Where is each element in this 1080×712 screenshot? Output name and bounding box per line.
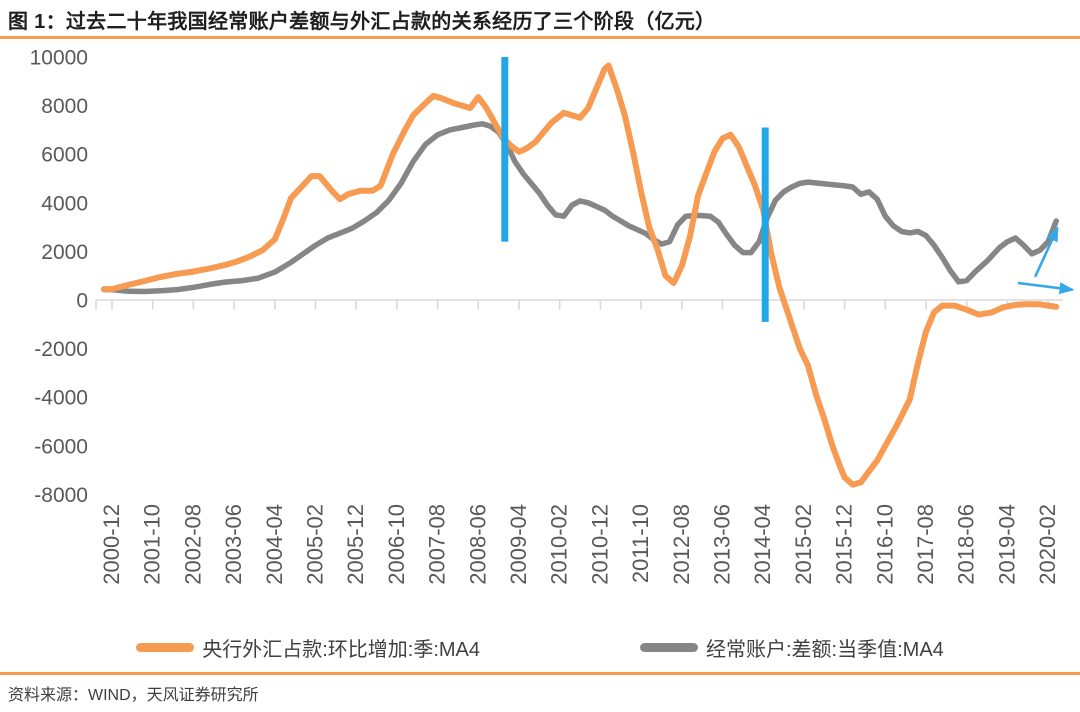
- x-tick-label: 2001-10: [140, 504, 165, 585]
- x-tick-label: 2011-10: [628, 504, 653, 583]
- x-tick-label: 2002-08: [180, 504, 205, 585]
- x-tick-label: 2003-06: [221, 504, 246, 585]
- x-tick-label: 2008-06: [465, 504, 490, 585]
- x-tick-label: 2006-10: [384, 504, 409, 585]
- x-tick-label: 2015-12: [832, 504, 857, 585]
- series-line-pboc-fx: [100, 62, 1060, 488]
- x-tick-label: 2017-08: [913, 504, 938, 585]
- chart-legend: 央行外汇占款:环比增加:季:MA4 经常账户:差额:当季值:MA4: [0, 631, 1080, 663]
- legend-label-pboc-fx: 央行外汇占款:环比增加:季:MA4: [202, 638, 480, 661]
- x-tick-label: 2000-12: [99, 504, 124, 585]
- x-tick-label: 2010-02: [547, 504, 572, 585]
- x-tick-label: 2010-12: [587, 504, 612, 585]
- x-tick-label: 2005-12: [343, 504, 368, 585]
- legend-item-current-account: 经常账户:差额:当季值:MA4: [640, 633, 944, 662]
- y-tick-label: -6000: [34, 435, 88, 458]
- source-note: 资料来源：WIND，天风证券研究所: [8, 687, 259, 704]
- x-tick-label: 2004-04: [262, 504, 287, 585]
- x-tick-label: 2020-02: [1035, 504, 1060, 585]
- legend-swatch-orange: [136, 642, 195, 652]
- y-tick-label: 8000: [41, 95, 88, 118]
- y-tick-label: 2000: [41, 241, 88, 264]
- x-tick-label: 2013-06: [710, 504, 735, 585]
- y-tick-label: -4000: [34, 387, 88, 410]
- upward-trend-arrow: [1033, 226, 1059, 278]
- y-tick-label: 0: [76, 290, 88, 313]
- x-tick-label: 2009-04: [506, 504, 531, 585]
- title-divider-rule: [0, 36, 1080, 39]
- y-tick-label: -8000: [34, 484, 88, 507]
- legend-item-pboc-fx: 央行外汇占款:环比增加:季:MA4: [136, 633, 480, 662]
- stage-divider-2: [761, 127, 769, 322]
- y-tick-label: 10000: [30, 47, 88, 70]
- flat-trend-arrow: [1017, 281, 1075, 295]
- x-tick-label: 2005-02: [303, 504, 328, 585]
- series-line-current-account: [101, 121, 1059, 295]
- x-tick-label: 2019-04: [994, 504, 1019, 585]
- y-tick-label: -2000: [34, 338, 88, 361]
- footer-divider-rule: [0, 672, 1080, 675]
- legend-label-current-account: 经常账户:差额:当季值:MA4: [706, 638, 944, 661]
- x-tick-label: 2007-08: [425, 504, 450, 585]
- y-tick-label: 4000: [41, 192, 88, 215]
- legend-swatch-gray: [640, 642, 698, 652]
- figure-title: 图 1：过去二十年我国经常账户差额与外汇占款的关系经历了三个阶段（亿元）: [8, 11, 716, 33]
- stage-divider-1: [501, 57, 509, 242]
- y-tick-label: 6000: [41, 144, 88, 167]
- x-tick-label: 2012-08: [669, 504, 694, 585]
- x-tick-label: 2015-02: [791, 504, 816, 585]
- x-tick-label: 2014-04: [750, 504, 775, 585]
- x-tick-label: 2016-10: [872, 504, 897, 585]
- x-tick-label: 2018-06: [954, 504, 979, 585]
